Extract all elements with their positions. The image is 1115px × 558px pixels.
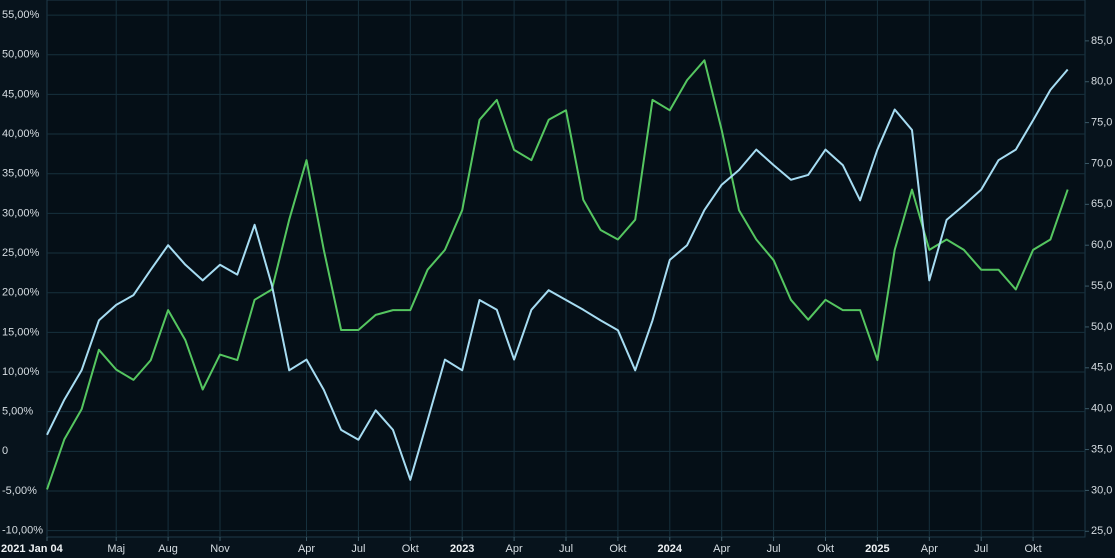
y2-tick-label: 70,0 [1091,157,1112,169]
x-tick-label: Jul [351,543,365,555]
x-tick-label: 2025 [865,543,889,555]
y2-tick-label: 30,0 [1091,484,1112,496]
y-tick-label: -10,00% [2,525,43,537]
x-tick-label: Apr [921,543,938,555]
y2-tick-label: 25,0 [1091,525,1112,537]
series-line [46,68,1069,481]
y2-tick-label: 45,0 [1091,362,1112,374]
x-tick-label: 2024 [658,543,683,555]
y2-tick-label: 85,0 [1091,35,1112,47]
y-tick-label: 0 [2,445,8,457]
y-tick-label: 45,00% [2,88,40,100]
y2-tick-label: 80,0 [1091,76,1112,88]
y-tick-label: 40,00% [2,128,40,140]
y-tick-label: 35,00% [2,168,40,180]
x-tick-label: Maj [107,543,125,555]
x-tick-label: Apr [298,543,315,555]
y2-tick-label: 40,0 [1091,403,1112,415]
x-tick-label: Jul [559,543,573,555]
series-line [46,59,1069,490]
x-tick-label: 2023 [450,543,474,555]
y-tick-label: 15,00% [2,326,40,338]
x-tick-label: Nov [210,543,230,555]
x-tick-label: 2021 Jan 04 [1,543,64,555]
y-tick-label: 50,00% [2,49,40,61]
y2-tick-label: 75,0 [1091,117,1112,129]
y-tick-label: 25,00% [2,247,40,259]
y2-tick-label: 60,0 [1091,239,1112,251]
x-tick-label: Okt [609,543,626,555]
x-tick-label: Apr [506,543,523,555]
x-tick-label: Okt [402,543,419,555]
y-tick-label: 10,00% [2,366,40,378]
y2-tick-label: 50,0 [1091,321,1112,333]
x-tick-label: Apr [713,543,730,555]
y-tick-label: 5,00% [2,406,33,418]
x-tick-label: Jul [767,543,781,555]
x-tick-label: Aug [158,543,178,555]
y-tick-label: 55,00% [2,9,40,21]
y-tick-label: 20,00% [2,287,40,299]
x-tick-label: Okt [817,543,834,555]
x-tick-label: Okt [1025,543,1042,555]
y2-tick-label: 65,0 [1091,198,1112,210]
y-tick-label: -5,00% [2,485,37,497]
x-tick-label: Jul [974,543,988,555]
y2-tick-label: 35,0 [1091,443,1112,455]
y-tick-label: 30,00% [2,207,40,219]
y2-tick-label: 55,0 [1091,280,1112,292]
